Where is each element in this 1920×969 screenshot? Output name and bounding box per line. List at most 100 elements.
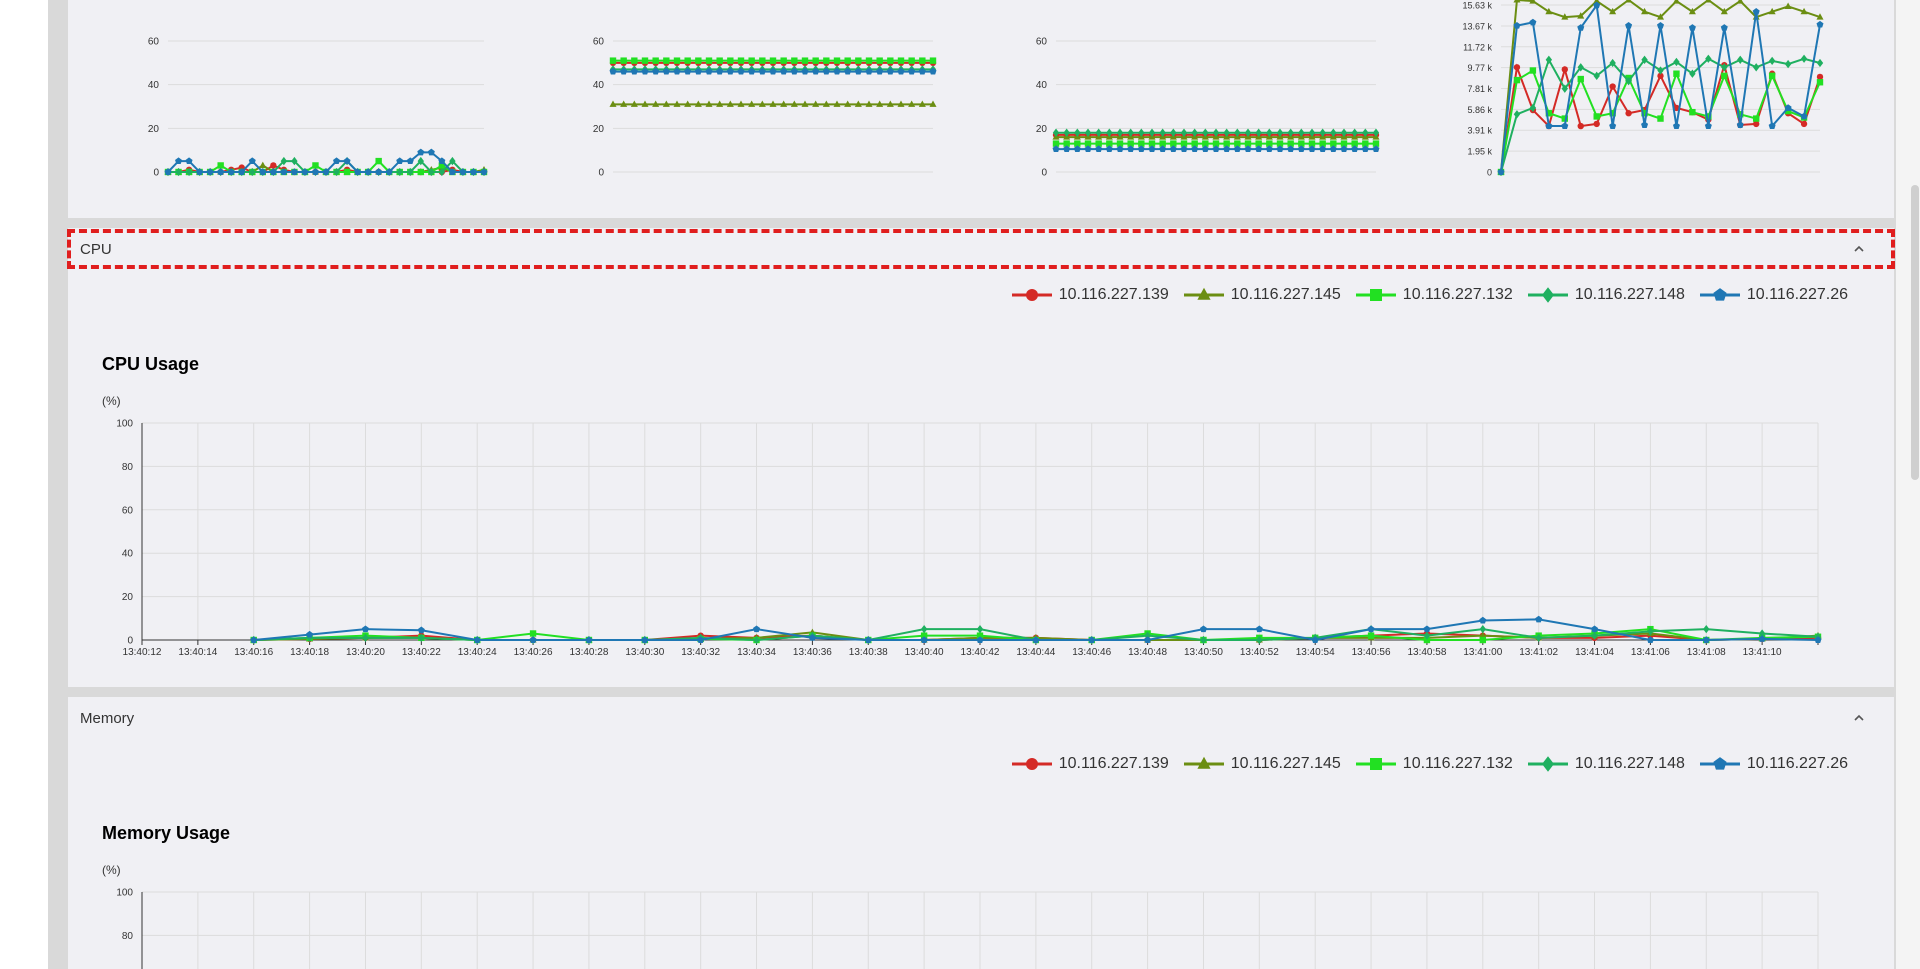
data-point <box>1148 145 1156 153</box>
data-point <box>1144 636 1152 643</box>
data-point <box>652 57 659 64</box>
data-point <box>1308 145 1316 153</box>
data-point <box>844 100 852 107</box>
data-point <box>1308 128 1316 137</box>
x-tick-label: 13:40:48 <box>1128 647 1167 658</box>
data-point <box>1223 140 1230 147</box>
chevron-up-icon[interactable] <box>1852 243 1866 255</box>
legend-item[interactable]: 10.116.227.139 <box>1011 755 1169 773</box>
data-point <box>417 148 425 156</box>
legend-item[interactable]: 10.116.227.139 <box>1011 286 1169 304</box>
data-point <box>1106 128 1113 137</box>
data-point <box>1116 128 1124 137</box>
data-point <box>1191 128 1198 137</box>
data-point <box>812 67 820 75</box>
data-point <box>631 57 638 64</box>
data-point <box>291 156 298 166</box>
data-point <box>1159 140 1166 147</box>
legend-label: 10.116.227.132 <box>1402 286 1513 303</box>
legend-item[interactable]: 10.116.227.26 <box>1699 755 1848 773</box>
data-point <box>1351 128 1358 137</box>
data-point <box>1753 120 1760 128</box>
top-charts-svg: 0 20 40 60 0 20 40 60 0 20 40 60 0 1.95 k 3.91 k 5.86 k… <box>148 0 1824 179</box>
data-point <box>865 57 873 64</box>
data-point <box>1159 145 1167 153</box>
data-point <box>694 67 702 75</box>
data-point <box>737 67 745 75</box>
cpu-chart-unit: (%) <box>102 394 121 408</box>
y-tick-label: 80 <box>122 462 134 473</box>
y-tick-label: 3.91 k <box>1467 126 1492 136</box>
data-point <box>1736 121 1744 128</box>
x-tick-label: 13:41:10 <box>1743 647 1782 658</box>
data-point <box>1095 145 1103 153</box>
data-point <box>812 57 819 64</box>
data-point <box>620 100 628 107</box>
scrollbar-track[interactable] <box>1896 0 1920 969</box>
data-point <box>1351 145 1359 153</box>
data-point <box>1180 128 1188 137</box>
x-tick-label: 13:40:44 <box>1016 647 1055 658</box>
chevron-up-icon[interactable] <box>1852 712 1866 724</box>
x-tick-label: 13:40:18 <box>290 647 329 658</box>
data-point <box>438 167 446 177</box>
data-point <box>1577 122 1584 130</box>
data-point <box>1074 140 1081 147</box>
x-tick-label: 13:40:30 <box>625 647 664 658</box>
x-tick-label: 13:40:50 <box>1184 647 1223 658</box>
data-point <box>1276 128 1284 137</box>
legend-item[interactable]: 10.116.227.145 <box>1183 286 1341 304</box>
data-point <box>705 100 713 107</box>
y-tick-label: 1.95 k <box>1467 147 1492 157</box>
data-point <box>1535 615 1543 623</box>
data-point <box>1753 115 1760 122</box>
data-point <box>1673 57 1680 67</box>
data-point <box>1657 72 1664 80</box>
y-tick-label: 9.77 k <box>1467 63 1492 73</box>
data-point <box>876 57 883 64</box>
data-point <box>1561 122 1569 130</box>
data-point <box>673 57 681 64</box>
data-point <box>1423 625 1431 633</box>
data-point <box>823 57 830 64</box>
data-point <box>641 57 649 64</box>
data-point <box>1768 72 1776 80</box>
top-charts-card: 0 20 40 60 0 20 40 60 0 20 40 60 0 1.95 k 3.91 k 5.86 k… <box>68 0 1894 218</box>
data-point <box>1752 8 1760 15</box>
legend-item[interactable]: 10.116.227.26 <box>1699 286 1848 304</box>
data-point <box>1351 140 1358 147</box>
data-point <box>1116 145 1124 153</box>
legend-item[interactable]: 10.116.227.132 <box>1355 286 1513 304</box>
data-point <box>1180 145 1188 153</box>
legend-item[interactable]: 10.116.227.132 <box>1355 755 1513 773</box>
data-point <box>1340 128 1348 137</box>
data-point <box>1737 55 1744 64</box>
data-point <box>609 57 617 64</box>
memory-section-header[interactable]: Memory <box>68 699 1894 737</box>
data-point <box>1255 128 1262 137</box>
data-point <box>929 100 937 107</box>
legend-item[interactable]: 10.116.227.148 <box>1527 286 1685 304</box>
data-point <box>1212 140 1220 147</box>
data-point <box>354 168 362 175</box>
cpu-section-header[interactable]: CPU <box>67 229 1895 269</box>
x-tick-label: 13:40:46 <box>1072 647 1111 658</box>
data-point <box>1052 140 1060 147</box>
data-point <box>684 57 691 64</box>
data-point <box>652 100 660 107</box>
scrollbar-thumb[interactable] <box>1911 185 1919 480</box>
data-point <box>753 635 760 645</box>
data-point <box>428 167 435 177</box>
data-point <box>801 57 809 64</box>
data-point <box>585 636 593 643</box>
data-point <box>1116 140 1124 147</box>
data-point <box>448 168 456 175</box>
data-point <box>396 157 404 165</box>
legend-item[interactable]: 10.116.227.145 <box>1183 755 1341 773</box>
legend-item[interactable]: 10.116.227.148 <box>1527 755 1685 773</box>
legend-marker-diamond-icon <box>1527 287 1568 303</box>
data-point <box>1625 77 1632 86</box>
data-point <box>1800 112 1808 120</box>
data-point <box>1200 635 1207 645</box>
x-tick-label: 13:40:56 <box>1352 647 1391 658</box>
